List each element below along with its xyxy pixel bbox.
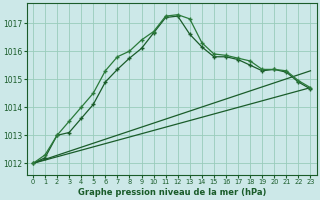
X-axis label: Graphe pression niveau de la mer (hPa): Graphe pression niveau de la mer (hPa) [77,188,266,197]
